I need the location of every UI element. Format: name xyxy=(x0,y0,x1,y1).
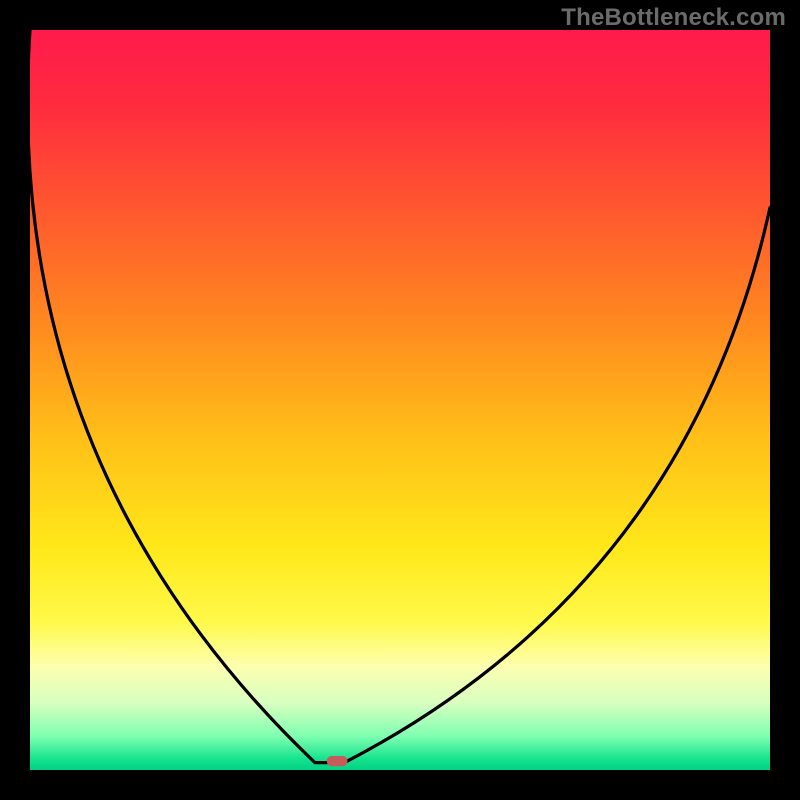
plot-area xyxy=(30,30,770,770)
bottleneck-curve-chart xyxy=(30,30,770,770)
minimum-marker xyxy=(327,756,348,766)
watermark-text: TheBottleneck.com xyxy=(561,4,786,32)
gradient-background xyxy=(30,30,770,770)
chart-frame: TheBottleneck.com xyxy=(0,0,800,800)
